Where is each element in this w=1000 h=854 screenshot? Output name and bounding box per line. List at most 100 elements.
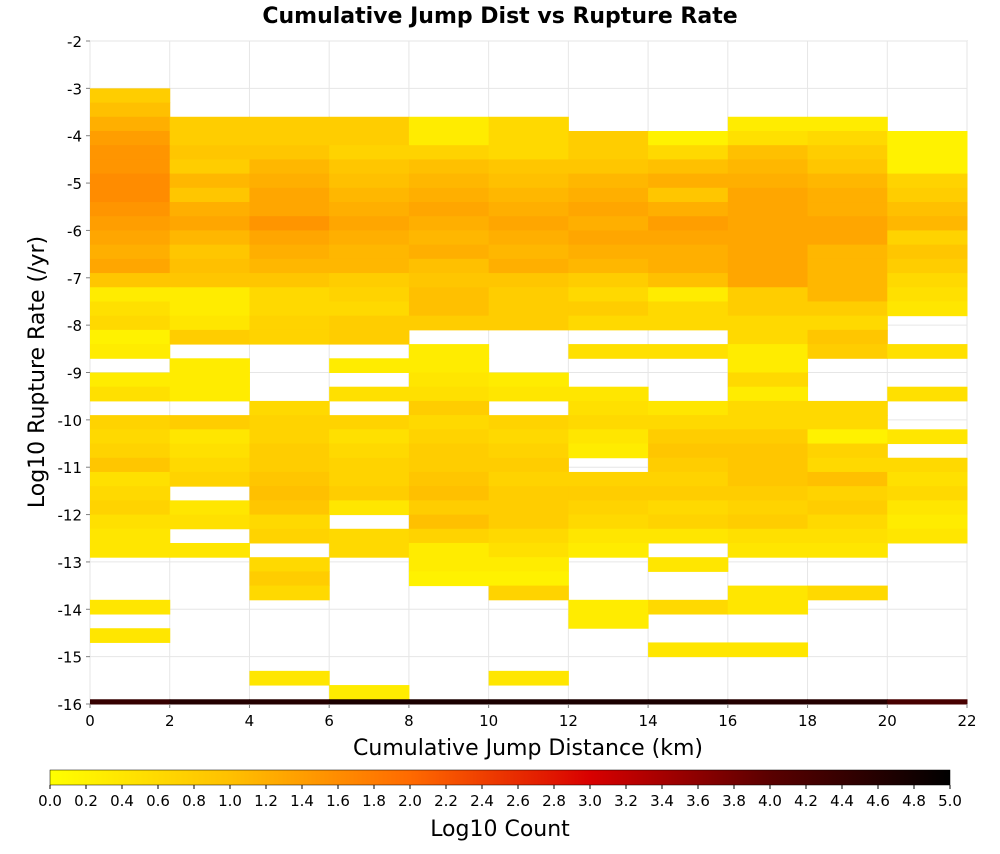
y-tick-label: -14 [58, 601, 83, 619]
heatmap-cell [169, 315, 250, 331]
heatmap-cell [249, 145, 330, 160]
heatmap-cell [169, 301, 250, 317]
heatmap-cell [727, 287, 809, 302]
x-tick-label: 22 [957, 712, 976, 730]
y-tick-label: -5 [67, 175, 82, 193]
heatmap-cell [169, 145, 250, 160]
colorbar-tick-label: 2.0 [398, 792, 422, 810]
heatmap-cell [488, 429, 569, 445]
heatmap-cell [329, 685, 410, 700]
heatmap-cell [408, 457, 490, 473]
heatmap-cell [90, 145, 171, 160]
heatmap-cell [249, 699, 330, 705]
heatmap-cell [249, 273, 330, 288]
heatmap-cell [488, 486, 569, 501]
heatmap-cell [329, 258, 410, 274]
y-tick-label: -2 [67, 33, 82, 51]
heatmap-cell [807, 145, 888, 160]
heatmap-cell [169, 429, 250, 445]
heatmap-cell [90, 628, 171, 643]
heatmap-cell [887, 258, 968, 274]
heatmap-cell [887, 130, 968, 146]
heatmap-cell [488, 542, 569, 558]
heatmap-cell [249, 173, 330, 189]
heatmap-cell [408, 273, 490, 288]
heatmap-cell [488, 471, 569, 487]
colorbar-tick-label: 1.8 [362, 792, 386, 810]
x-axis-label: Cumulative Jump Distance (km) [353, 736, 703, 761]
heatmap-cell [807, 159, 888, 175]
heatmap-cell [90, 386, 171, 402]
heatmap-cell [488, 386, 569, 402]
heatmap-cell [568, 528, 649, 544]
heatmap-cell [169, 202, 250, 217]
heatmap-cell [568, 486, 649, 501]
colorbar-tick-label: 1.2 [254, 792, 278, 810]
heatmap-cell [568, 273, 649, 288]
heatmap-cell [249, 415, 330, 430]
heatmap-cell [488, 372, 569, 388]
heatmap-cell [727, 301, 809, 317]
x-tick-label: 8 [404, 712, 414, 730]
heatmap-cell [408, 542, 490, 558]
heatmap-cell [568, 230, 649, 246]
heatmap-cell [488, 415, 569, 430]
heatmap-cell [568, 429, 649, 445]
heatmap-cell [249, 571, 330, 587]
heatmap-cell [887, 500, 968, 516]
heatmap-cell [488, 315, 569, 331]
heatmap-cell [807, 301, 888, 317]
heatmap-cell [169, 372, 250, 388]
heatmap-cell [90, 699, 171, 705]
heatmap-cell [169, 358, 250, 373]
colorbar-tick-label: 4.6 [866, 792, 890, 810]
y-tick-label: -4 [67, 128, 82, 146]
heatmap-cell [169, 173, 250, 189]
heatmap-cell [329, 202, 410, 217]
heatmap-cell [807, 244, 888, 260]
heatmap-cell [408, 486, 490, 501]
colorbar-tick-label: 3.0 [578, 792, 602, 810]
heatmap-cell [648, 528, 729, 544]
heatmap-cell [648, 471, 729, 487]
heatmap-cell [90, 244, 171, 260]
heatmap-cell [807, 443, 888, 459]
heatmap-cell [329, 145, 410, 160]
x-tick-label: 14 [639, 712, 658, 730]
heatmap-cell [408, 145, 490, 160]
heatmap-cell [727, 159, 809, 175]
heatmap-cell [648, 287, 729, 302]
heatmap-cell [90, 415, 171, 430]
heatmap-cell [568, 699, 649, 705]
heatmap-cell [329, 187, 410, 203]
heatmap-cell [329, 273, 410, 288]
heatmap-cell [329, 244, 410, 260]
heatmap-cell [727, 400, 809, 416]
heatmap-cell [408, 429, 490, 445]
heatmap-cell [648, 699, 729, 705]
heatmap-cell [648, 514, 729, 530]
heatmap-cell [807, 116, 888, 132]
heatmap-cell [90, 599, 171, 615]
colorbar-tick-label: 0.2 [74, 792, 98, 810]
colorbar-tick-label: 4.2 [794, 792, 818, 810]
heatmap-cell [648, 216, 729, 231]
heatmap-cell [488, 457, 569, 473]
heatmap-cell [249, 315, 330, 331]
y-tick-label: -12 [58, 507, 83, 525]
heatmap-cell [727, 585, 809, 601]
heatmap-cell [90, 500, 171, 516]
heatmap-cell [169, 130, 250, 146]
y-tick-label: -7 [67, 270, 82, 288]
colorbar-label: Log10 Count [430, 817, 570, 842]
heatmap-cell [648, 443, 729, 459]
heatmap-cell [648, 145, 729, 160]
heatmap-cell [488, 287, 569, 302]
heatmap-cell [90, 528, 171, 544]
heatmap-cell [807, 287, 888, 302]
heatmap-cell [887, 457, 968, 473]
heatmap-cell [249, 443, 330, 459]
y-tick-label: -13 [58, 554, 83, 572]
heatmap-cell [568, 344, 649, 359]
heatmap-cell [329, 500, 410, 516]
